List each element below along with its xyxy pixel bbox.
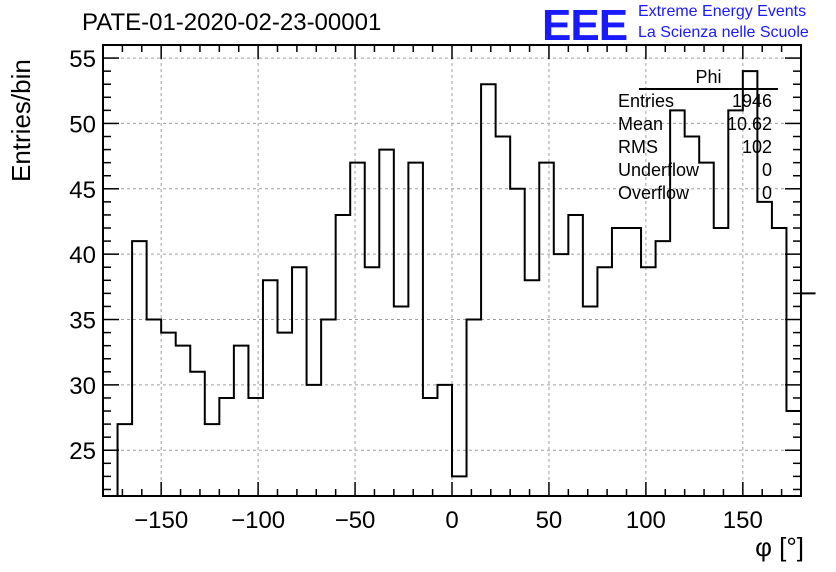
stats-value: 102 xyxy=(741,137,772,157)
y-tick-label: 55 xyxy=(69,46,96,73)
stats-row: Underflow 0 xyxy=(611,159,778,182)
stats-box: Phi Entries 1946 Mean 10.62 RMS 102 Unde… xyxy=(611,66,778,205)
x-tick-label: 150 xyxy=(723,507,763,534)
logo-line-2: La Scienza nelle Scuole xyxy=(638,24,809,41)
stats-name: Phi xyxy=(639,66,778,90)
x-tick-label: −150 xyxy=(134,507,188,534)
y-axis-label: Entries/bin xyxy=(6,59,36,182)
eee-logo: EEE xyxy=(542,1,628,50)
stats-label: Mean xyxy=(618,114,664,134)
x-tick-label: 0 xyxy=(445,507,458,534)
y-tick-label: 40 xyxy=(69,242,96,269)
y-tick-label: 30 xyxy=(69,373,96,400)
stats-value: 10.62 xyxy=(726,114,772,134)
chart-title: PATE-01-2020-02-23-00001 xyxy=(82,9,382,36)
stats-row: Entries 1946 xyxy=(611,90,778,113)
stats-value: 1946 xyxy=(731,91,772,111)
stats-label: Entries xyxy=(618,91,675,111)
x-axis-label: φ [°] xyxy=(755,532,804,562)
stats-value: 0 xyxy=(761,160,772,180)
x-tick-label: −100 xyxy=(231,507,285,534)
x-tick-label: 50 xyxy=(536,507,563,534)
logo-line-1: Extreme Energy Events xyxy=(638,3,807,20)
y-tick-label: 25 xyxy=(69,438,96,465)
x-tick-label: 100 xyxy=(626,507,666,534)
stats-row: Overflow 0 xyxy=(611,182,778,205)
x-tick-label: −50 xyxy=(335,507,376,534)
y-tick-label: 50 xyxy=(69,111,96,138)
histogram-series xyxy=(116,70,816,496)
stats-value: 0 xyxy=(761,183,772,203)
stats-label: Overflow xyxy=(618,183,690,203)
y-tick-label: 45 xyxy=(69,177,96,204)
stats-row: RMS 102 xyxy=(611,136,778,159)
stats-label: RMS xyxy=(618,137,658,157)
stats-label: Underflow xyxy=(618,160,700,180)
y-tick-label: 35 xyxy=(69,308,96,335)
stats-row: Mean 10.62 xyxy=(611,113,778,136)
